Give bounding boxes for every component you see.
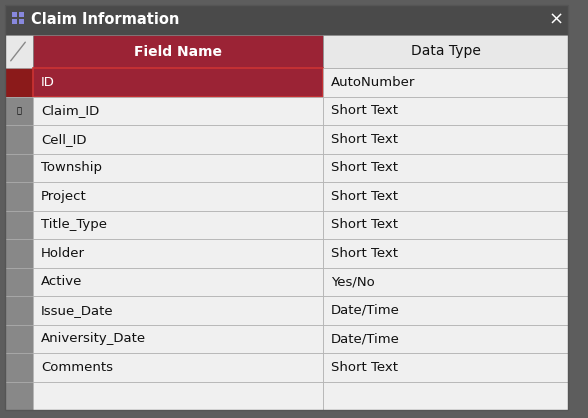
Text: ×: × xyxy=(549,11,563,29)
Bar xyxy=(33,239,323,268)
Text: Field Name: Field Name xyxy=(134,44,222,59)
Bar xyxy=(5,239,33,268)
Text: Short Text: Short Text xyxy=(331,190,398,203)
Bar xyxy=(323,153,568,182)
Bar xyxy=(5,211,33,239)
Bar xyxy=(323,35,568,68)
Text: Short Text: Short Text xyxy=(331,161,398,174)
Bar xyxy=(323,353,568,382)
Bar xyxy=(323,239,568,268)
Text: Active: Active xyxy=(41,275,82,288)
Bar xyxy=(19,19,24,24)
Bar xyxy=(33,97,323,125)
Bar xyxy=(33,268,323,296)
Bar xyxy=(33,35,323,68)
Bar xyxy=(5,5,568,35)
Text: Data Type: Data Type xyxy=(410,44,480,59)
Bar xyxy=(5,68,33,97)
Text: 🔑: 🔑 xyxy=(16,106,22,115)
Text: Project: Project xyxy=(41,190,87,203)
Bar xyxy=(33,296,323,324)
Bar xyxy=(323,382,568,410)
Bar xyxy=(323,97,568,125)
Text: Comments: Comments xyxy=(41,361,113,374)
Bar xyxy=(5,268,33,296)
Bar xyxy=(33,182,323,211)
Text: Township: Township xyxy=(41,161,102,174)
Bar xyxy=(5,125,33,153)
Bar xyxy=(5,353,33,382)
Bar xyxy=(33,324,323,353)
Text: Claim_ID: Claim_ID xyxy=(41,104,99,117)
Text: Date/Time: Date/Time xyxy=(331,304,400,317)
Text: Short Text: Short Text xyxy=(331,133,398,146)
Bar xyxy=(5,296,33,324)
Bar xyxy=(33,382,323,410)
Bar xyxy=(323,296,568,324)
Bar xyxy=(323,324,568,353)
Text: Holder: Holder xyxy=(41,247,85,260)
Bar xyxy=(5,35,33,68)
Bar xyxy=(323,211,568,239)
Text: AutoNumber: AutoNumber xyxy=(331,76,415,89)
Text: Date/Time: Date/Time xyxy=(331,332,400,345)
Text: Short Text: Short Text xyxy=(331,104,398,117)
Text: Cell_ID: Cell_ID xyxy=(41,133,86,146)
Bar xyxy=(323,68,568,97)
Bar xyxy=(33,153,323,182)
Bar xyxy=(33,68,323,97)
Text: Short Text: Short Text xyxy=(331,218,398,231)
Bar xyxy=(5,182,33,211)
Bar xyxy=(12,12,17,17)
Bar xyxy=(33,125,323,153)
Bar xyxy=(5,97,33,125)
Text: Issue_Date: Issue_Date xyxy=(41,304,113,317)
Text: Title_Type: Title_Type xyxy=(41,218,107,231)
Bar xyxy=(19,12,24,17)
Bar xyxy=(33,211,323,239)
Bar xyxy=(12,19,17,24)
Text: Yes/No: Yes/No xyxy=(331,275,375,288)
Bar xyxy=(323,182,568,211)
Bar xyxy=(5,324,33,353)
Text: Claim Information: Claim Information xyxy=(31,13,179,28)
Text: Aniversity_Date: Aniversity_Date xyxy=(41,332,146,345)
Bar xyxy=(5,153,33,182)
Bar xyxy=(323,268,568,296)
Bar xyxy=(323,125,568,153)
Bar xyxy=(33,353,323,382)
Text: Short Text: Short Text xyxy=(331,247,398,260)
Text: Short Text: Short Text xyxy=(331,361,398,374)
Bar xyxy=(5,382,33,410)
Text: ID: ID xyxy=(41,76,55,89)
